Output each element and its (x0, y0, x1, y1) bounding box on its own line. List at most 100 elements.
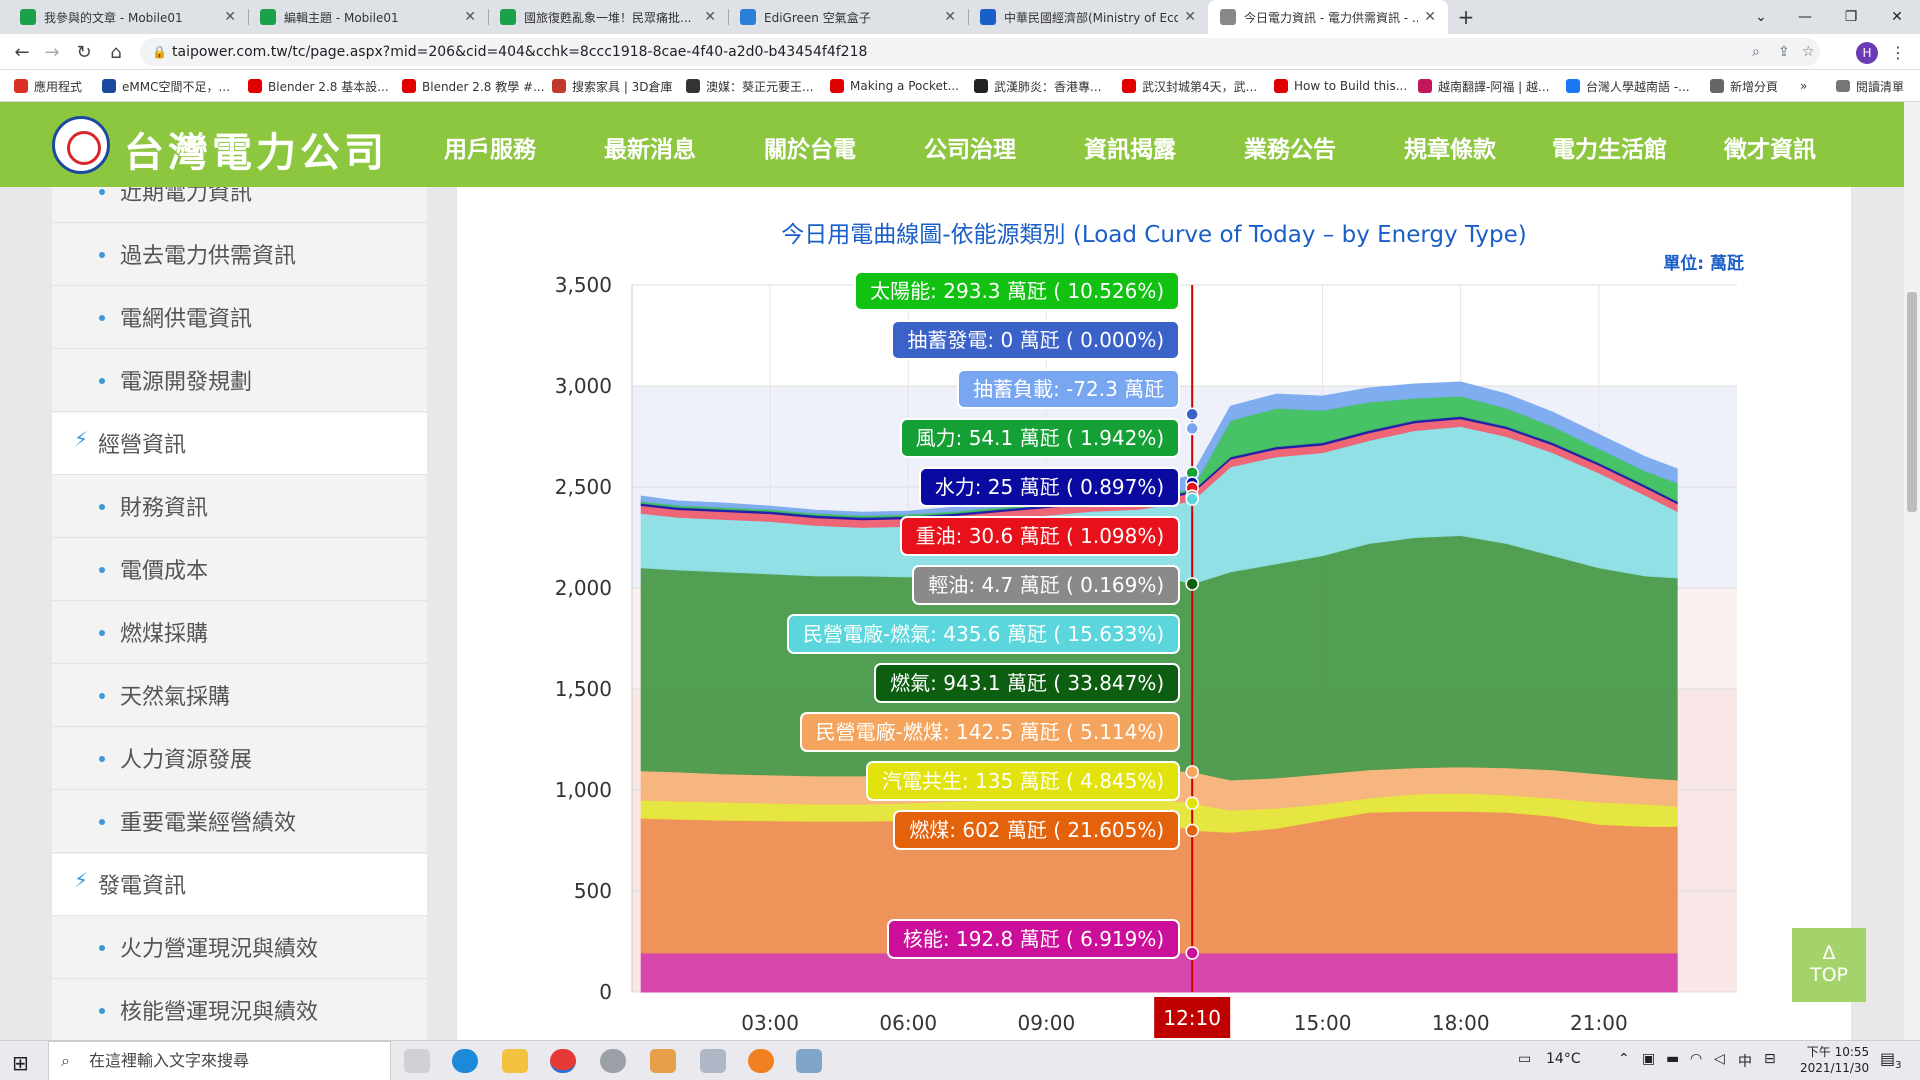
menu-item-6[interactable]: 規章條款 (1404, 137, 1496, 163)
tab-2[interactable]: 國旅復甦亂象一堆！民眾痛批... ✕ (488, 0, 728, 34)
scrollbar-thumb[interactable] (1907, 292, 1917, 512)
sidebar-item-11[interactable]: ⚡ 發電資訊 (52, 854, 427, 916)
reading-list[interactable]: 閱讀清單 (1836, 77, 1904, 95)
bookmark-11[interactable]: 台灣人學越南語 -... (1566, 77, 1690, 95)
wifi-icon[interactable]: ◠ (1690, 1051, 1703, 1067)
app-icon-2[interactable] (650, 1049, 676, 1073)
minimize-icon[interactable]: — (1798, 9, 1812, 25)
ime-mode-icon[interactable]: ⊟ (1764, 1051, 1776, 1067)
bookmark-9[interactable]: How to Build this... (1274, 77, 1407, 95)
file-explorer-icon[interactable] (502, 1049, 528, 1073)
tab-close-icon[interactable]: ✕ (464, 9, 476, 25)
sidebar-item-12[interactable]: 火力營運現況與績效 (52, 917, 427, 979)
sidebar-item-9[interactable]: 人力資源發展 (52, 728, 427, 790)
tab-5[interactable]: 今日電力資訊 - 電力供需資訊 - ... ✕ (1208, 0, 1448, 34)
bookmark-star-icon[interactable]: ☆ (1802, 44, 1815, 60)
bookmark-0[interactable]: 應用程式 (14, 77, 82, 95)
bookmark-4[interactable]: 搜索家具 | 3D倉庫 (552, 77, 673, 95)
zoom-icon[interactable]: ⌕ (1752, 44, 1760, 60)
clock[interactable]: 下午 10:55 2021/11/30 (1800, 1044, 1869, 1076)
tab-title: 我參與的文章 - Mobile01 (44, 10, 183, 25)
reload-icon[interactable]: ↻ (76, 41, 92, 63)
sidebar-item-5[interactable]: 財務資訊 (52, 476, 427, 538)
bookmark-3[interactable]: Blender 2.8 教學 #... (402, 77, 545, 95)
sidebar-item-0[interactable]: 近期電力資訊 (52, 187, 427, 223)
sidebar-item-8[interactable]: 天然氣採購 (52, 665, 427, 727)
bookmark-2[interactable]: Blender 2.8 基本設... (248, 77, 389, 95)
bookmark-5[interactable]: 澳媒：葵正元要王... (686, 77, 813, 95)
sidebar-item-label: 重要電業經營績效 (120, 811, 297, 836)
windows-start-icon[interactable]: ⊞ (12, 1051, 29, 1075)
notification-icon[interactable]: ▤3 (1880, 1049, 1902, 1072)
unit-label: 單位: 萬瓩 (1663, 254, 1744, 274)
app-icon-4[interactable] (796, 1049, 822, 1073)
tab-close-icon[interactable]: ✕ (1424, 9, 1436, 25)
bookmark-1[interactable]: eMMC空間不足，... (102, 77, 230, 95)
profile-avatar[interactable]: H (1856, 42, 1878, 64)
tooltip-6: 輕油: 4.7 萬瓩 ( 0.169%) (912, 565, 1181, 605)
page-scrollbar[interactable] (1904, 102, 1920, 1040)
tray-chevron-icon[interactable]: ⌃ (1618, 1051, 1630, 1067)
edge-icon[interactable] (452, 1049, 478, 1073)
taskbar-search[interactable]: ⌕ 在這裡輸入文字來搜尋 (48, 1041, 391, 1080)
restore-icon[interactable]: ❐ (1844, 9, 1858, 25)
tab-search-icon[interactable]: ⌄ (1755, 9, 1767, 25)
tab-1[interactable]: 編輯主題 - Mobile01 ✕ (248, 0, 488, 34)
new-tab-button[interactable]: + (1457, 5, 1475, 29)
volume-icon[interactable]: ◁ (1714, 1051, 1725, 1067)
load-curve-chart[interactable]: 3,500 3,000 2,500 2,000 1,500 1,000 500 0 03:00 0… (457, 187, 1851, 1040)
sidebar-item-13[interactable]: 核能營運現況與績效 (52, 980, 427, 1040)
menu-item-0[interactable]: 用戶服務 (444, 137, 536, 163)
sidebar-item-1[interactable]: 過去電力供需資訊 (52, 224, 427, 286)
menu-item-3[interactable]: 公司治理 (924, 137, 1016, 163)
battery-icon[interactable]: ▬ (1666, 1051, 1680, 1067)
blender-icon[interactable] (748, 1049, 774, 1073)
share-icon[interactable]: ⇪ (1778, 44, 1790, 60)
taipower-logo-icon[interactable] (52, 116, 110, 174)
menu-item-2[interactable]: 關於台電 (764, 137, 856, 163)
close-window-icon[interactable]: ✕ (1891, 9, 1903, 25)
tab-close-icon[interactable]: ✕ (944, 9, 956, 25)
sidebar-item-2[interactable]: 電網供電資訊 (52, 287, 427, 349)
tab-0[interactable]: 我參與的文章 - Mobile01 ✕ (8, 0, 248, 34)
bookmark-favicon-icon (248, 79, 262, 93)
tab-3[interactable]: EdiGreen 空氣盒子 ✕ (728, 0, 968, 34)
bookmark-label: 澳媒：葵正元要王... (706, 79, 814, 94)
chrome-icon[interactable] (550, 1049, 576, 1073)
menu-item-8[interactable]: 徵才資訊 (1724, 137, 1816, 163)
home-icon[interactable]: ⌂ (110, 41, 122, 63)
sidebar-item-4[interactable]: ⚡ 經營資訊 (52, 413, 427, 475)
back-to-top-button[interactable]: Δ TOP (1792, 928, 1866, 1002)
sidebar-item-7[interactable]: 燃煤採購 (52, 602, 427, 664)
ime-indicator[interactable]: 中 (1738, 1054, 1752, 1070)
network-icon[interactable]: ▣ (1642, 1051, 1656, 1067)
app-icon-1[interactable] (600, 1049, 626, 1073)
tab-4[interactable]: 中華民國經濟部(Ministry of Eco... ✕ (968, 0, 1208, 34)
app-icon-3[interactable] (700, 1049, 726, 1073)
logo-text[interactable]: 台灣電力公司 (124, 129, 388, 176)
tab-close-icon[interactable]: ✕ (704, 9, 716, 25)
menu-item-1[interactable]: 最新消息 (604, 137, 696, 163)
sidebar-item-label: 核能營運現況與績效 (120, 1000, 319, 1025)
forward-icon[interactable]: → (44, 41, 60, 63)
sidebar-item-6[interactable]: 電價成本 (52, 539, 427, 601)
tab-close-icon[interactable]: ✕ (1184, 9, 1196, 25)
bookmark-7[interactable]: 武漢肺炎：香港專... (974, 77, 1101, 95)
menu-item-5[interactable]: 業務公告 (1244, 137, 1336, 163)
bookmark-12[interactable]: 新增分頁 (1710, 77, 1778, 95)
weather-icon[interactable]: ▭ (1518, 1051, 1532, 1067)
bookmarks-more[interactable]: » (1800, 79, 1808, 93)
browser-menu-icon[interactable]: ⋮ (1890, 42, 1906, 62)
menu-item-4[interactable]: 資訊揭露 (1084, 137, 1176, 163)
bookmark-10[interactable]: 越南翻譯-阿福 | 越... (1418, 77, 1549, 95)
back-icon[interactable]: ← (14, 41, 30, 63)
address-bar[interactable]: 🔒 taipower.com.tw/tc/page.aspx?mid=206&c… (140, 38, 1820, 66)
weather-temp[interactable]: 14°C (1546, 1051, 1581, 1067)
sidebar-item-10[interactable]: 重要電業經營績效 (52, 791, 427, 853)
bookmark-6[interactable]: Making a Pocket... (830, 77, 959, 95)
menu-item-7[interactable]: 電力生活館 (1552, 137, 1667, 163)
tab-close-icon[interactable]: ✕ (224, 9, 236, 25)
bookmark-8[interactable]: 武汉封城第4天，武... (1122, 77, 1257, 95)
task-view-icon[interactable] (404, 1049, 430, 1073)
sidebar-item-3[interactable]: 電源開發規劃 (52, 350, 427, 412)
